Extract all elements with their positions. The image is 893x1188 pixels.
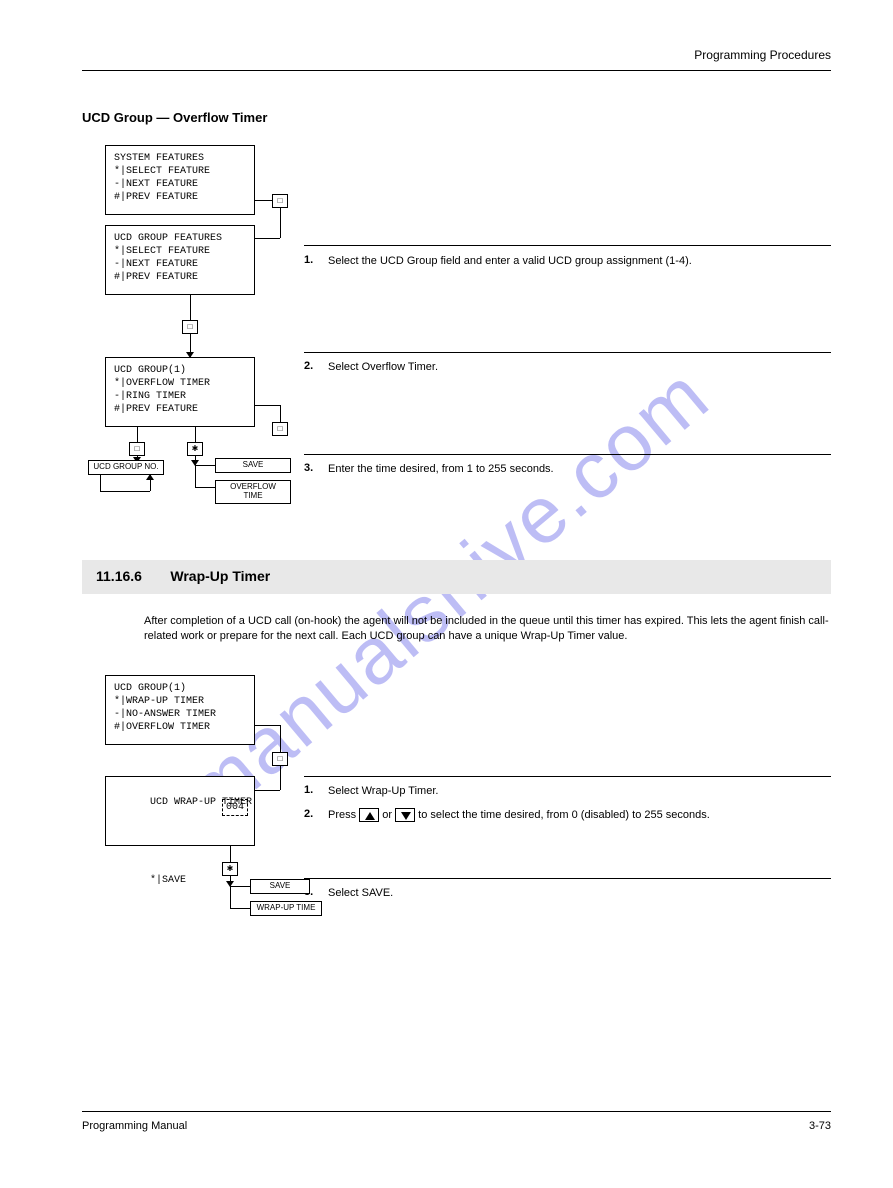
connector: [195, 465, 215, 466]
s2-step2-number: 2.: [304, 808, 313, 820]
step1-number: 1.: [304, 254, 313, 266]
page-root: manualshive.com Programming Procedures P…: [0, 0, 893, 1188]
s2-step3-text: Select SAVE.: [328, 886, 831, 901]
section2-code: 11.16.6: [96, 568, 142, 584]
lcd-wrapup-save-line: *|SAVE: [150, 875, 186, 886]
lcd-system-features: SYSTEM FEATURES *|SELECT FEATURE -|NEXT …: [105, 145, 255, 215]
s2-step2-text: Press or to select the time desired, fro…: [328, 808, 831, 823]
lcd-ucd-group-text: UCD GROUP(1) *|OVERFLOW TIMER -|RING TIM…: [106, 358, 254, 422]
s2-step1-text: Select Wrap-Up Timer.: [328, 784, 831, 799]
nav-button-icon: □: [272, 752, 288, 766]
s2-step2-text-b: or: [382, 809, 395, 821]
lcd-system-features-text: SYSTEM FEATURES *|SELECT FEATURE -|NEXT …: [106, 146, 254, 210]
nav-button-icon: □: [129, 442, 145, 456]
down-triangle-button[interactable]: [395, 808, 415, 822]
connector: [255, 405, 280, 406]
lcd-wrapup-timer: UCD WRAP-UP TIMER pad 004 *|SAVE: [105, 776, 255, 846]
connector: [255, 238, 280, 239]
connector: [230, 908, 250, 909]
connector: [255, 790, 280, 791]
connector: [100, 475, 101, 491]
nav-button-star-icon: ✱: [222, 862, 238, 876]
step2-number: 2.: [304, 360, 313, 372]
section2-header-band: 11.16.6 Wrap-Up Timer: [82, 560, 831, 594]
nav-button-icon: □: [182, 320, 198, 334]
small-box-save2: SAVE: [250, 879, 310, 894]
step1-text: Select the UCD Group field and enter a v…: [328, 254, 831, 269]
nav-button-icon: □: [272, 422, 288, 436]
nav-button-icon: □: [272, 194, 288, 208]
lcd-ucd-group: UCD GROUP(1) *|OVERFLOW TIMER -|RING TIM…: [105, 357, 255, 427]
small-box-overflow-time: OVERFLOW TIME: [215, 480, 291, 504]
wrapup-edit-field[interactable]: 004: [222, 799, 248, 816]
step-rule: [304, 245, 831, 246]
section1-title: UCD Group — Overflow Timer: [82, 110, 267, 125]
connector: [195, 465, 196, 487]
connector: [230, 886, 231, 908]
step-rule: [304, 878, 831, 879]
lcd-ucd-group-features-text: UCD GROUP FEATURES *|SELECT FEATURE -|NE…: [106, 226, 254, 290]
connector: [230, 886, 250, 887]
lcd-ucd-group-features: UCD GROUP FEATURES *|SELECT FEATURE -|NE…: [105, 225, 255, 295]
footer-right-text: 3-73: [809, 1120, 831, 1132]
connector: [255, 725, 280, 726]
nav-button-star-icon: ✱: [187, 442, 203, 456]
header-rule: [82, 70, 831, 71]
step3-text: Enter the time desired, from 1 to 255 se…: [328, 462, 831, 477]
small-box-ucd-group-no: UCD GROUP NO.: [88, 460, 164, 475]
lcd-wrapup-menu-text: UCD GROUP(1) *|WRAP-UP TIMER -|NO-ANSWER…: [106, 676, 254, 740]
section2-title: Wrap-Up Timer: [170, 568, 270, 584]
header-right-text: Programming Procedures: [694, 48, 831, 62]
connector: [100, 491, 150, 492]
connector: [195, 487, 215, 488]
small-box-wrapup-time: WRAP-UP TIME: [250, 901, 322, 916]
footer-left-text: Programming Manual: [82, 1120, 187, 1132]
arrow-icon: [146, 474, 154, 480]
step-rule: [304, 454, 831, 455]
lcd-wrapup-menu: UCD GROUP(1) *|WRAP-UP TIMER -|NO-ANSWER…: [105, 675, 255, 745]
footer-rule: [82, 1111, 831, 1112]
step-rule: [304, 352, 831, 353]
s2-step1-number: 1.: [304, 784, 313, 796]
small-box-save: SAVE: [215, 458, 291, 473]
step3-number: 3.: [304, 462, 313, 474]
up-triangle-button[interactable]: [359, 808, 379, 822]
step2-text: Select Overflow Timer.: [328, 360, 831, 375]
s2-step2-text-a: Press: [328, 809, 359, 821]
step-rule: [304, 776, 831, 777]
section2-intro: After completion of a UCD call (on-hook)…: [144, 614, 831, 645]
s2-step2-text-c: to select the time desired, from 0 (disa…: [418, 809, 710, 821]
